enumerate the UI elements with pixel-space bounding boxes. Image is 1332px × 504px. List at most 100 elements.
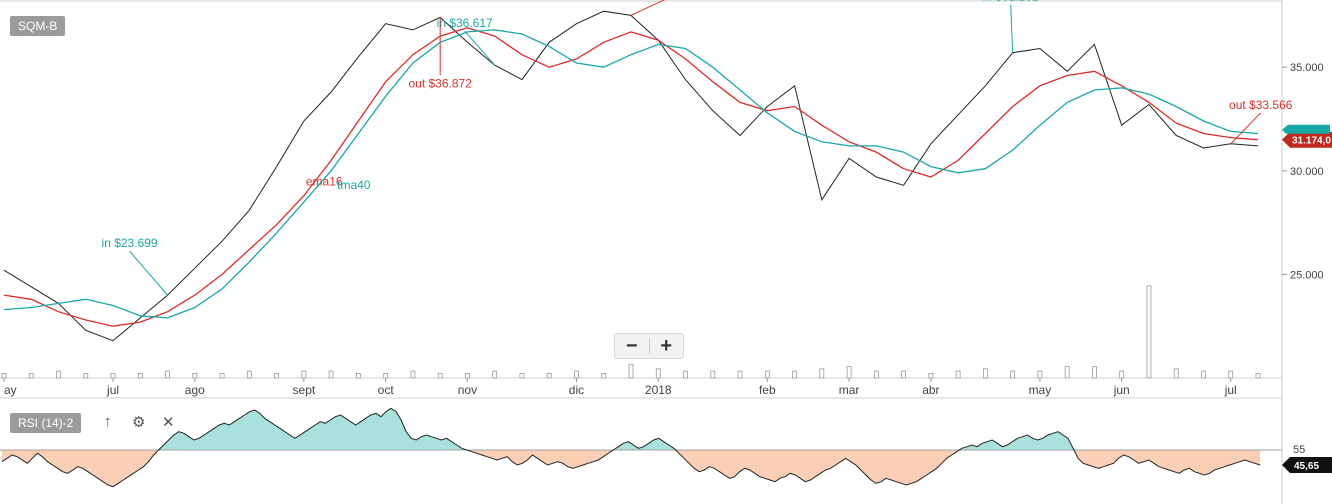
volume-bar xyxy=(410,370,416,379)
volume-bar xyxy=(1173,368,1179,379)
volume-bar xyxy=(764,370,770,379)
volume-bar xyxy=(301,370,307,379)
volume-bar xyxy=(792,370,797,379)
volume-bar xyxy=(873,370,879,379)
zoom-out-button[interactable]: − xyxy=(625,335,638,357)
volume-bar xyxy=(982,368,988,379)
price-tag xyxy=(1282,131,1332,148)
annotation-pointer xyxy=(630,0,666,16)
volume-bar xyxy=(574,370,579,379)
annotation-pointer xyxy=(129,250,168,296)
series-line-ema16 xyxy=(3,27,1259,327)
y-tick-label: 25.000 xyxy=(1290,269,1324,281)
rsi-line xyxy=(1,407,1261,488)
volume-bar xyxy=(1201,370,1206,379)
annotation-pointer xyxy=(464,30,496,66)
volume-bar xyxy=(655,368,661,379)
annotation-label: out $36.872 xyxy=(408,76,472,90)
volume-bar xyxy=(192,372,198,379)
x-tick-label: oct xyxy=(378,383,395,397)
volume-bar xyxy=(328,370,334,379)
grid-lines xyxy=(0,0,1283,504)
series-line-tma40 xyxy=(3,29,1259,319)
price-tags: 31.174,0 45,65 xyxy=(1282,124,1332,473)
close-icon[interactable]: ✕ xyxy=(162,414,175,431)
volume-bar xyxy=(1255,372,1261,379)
volume-bar xyxy=(1228,370,1234,379)
x-tick-label: jul xyxy=(1224,383,1237,397)
arrow-up-icon[interactable]: ↑ xyxy=(104,413,112,430)
volume-bar xyxy=(683,370,688,379)
x-tick-label: ago xyxy=(185,383,205,397)
volume-bar xyxy=(28,372,34,379)
rsi-level-label: 55 xyxy=(1293,444,1305,456)
volume-bar xyxy=(628,363,634,379)
volume-bar xyxy=(83,372,89,379)
volume-bar xyxy=(437,372,443,379)
volume-bar xyxy=(165,370,170,379)
volume-bar xyxy=(1092,366,1097,379)
y-axis-labels: 25.000 30.000 35.000 xyxy=(1282,62,1324,281)
rsi-tag xyxy=(1282,457,1332,473)
x-tick-label: ay xyxy=(4,383,17,397)
volume-bar xyxy=(219,372,225,379)
volume-bar xyxy=(819,368,825,379)
y-tick-label: 30.000 xyxy=(1290,166,1324,178)
volume-bar xyxy=(246,370,252,379)
x-tick-label: jul xyxy=(106,383,119,397)
volume-bar xyxy=(383,372,389,379)
volume-bar xyxy=(901,370,907,379)
rsi-badge[interactable]: RSI (14)-2 xyxy=(10,413,82,433)
tma40-label: tma40 xyxy=(337,178,371,192)
x-tick-label: mar xyxy=(839,383,860,397)
zoom-divider xyxy=(648,338,650,354)
volume-bar xyxy=(546,372,552,379)
x-tick-label: 2018 xyxy=(645,383,672,397)
x-tick-label: abr xyxy=(922,383,939,397)
annotation-label: out $33.566 xyxy=(1229,98,1293,112)
volume-bar xyxy=(465,372,470,379)
annotation-label: in $36.617 xyxy=(437,16,493,30)
y-tick-label: 35.000 xyxy=(1290,62,1324,74)
x-tick-label: jun xyxy=(1113,383,1130,397)
ticker-badge[interactable]: SQM-B xyxy=(10,16,66,36)
volume-bar xyxy=(274,372,280,379)
ema16-label: ema16 xyxy=(306,175,343,189)
volume-bar xyxy=(492,370,498,379)
zoom-in-button[interactable]: + xyxy=(660,335,673,357)
annotation-label: in $23.699 xyxy=(102,236,158,250)
volume-bar xyxy=(737,370,743,379)
x-tick-label: nov xyxy=(458,383,477,397)
volume-bar xyxy=(110,372,116,379)
volume-bar xyxy=(519,372,525,379)
volume-bar xyxy=(928,372,934,379)
annotation-pointer xyxy=(1230,112,1262,145)
rsi-tag-label: 45,65 xyxy=(1294,461,1319,472)
series-lines xyxy=(3,10,1259,342)
volume-bar xyxy=(601,372,607,379)
volume-bar xyxy=(710,370,716,379)
x-tick-label: may xyxy=(1029,383,1052,397)
tma-tag xyxy=(1282,124,1330,134)
gear-icon[interactable]: ⚙ xyxy=(132,414,146,431)
volume-bar xyxy=(1010,370,1016,379)
volume-bar xyxy=(56,370,61,379)
annotation-pointer xyxy=(1010,4,1014,53)
x-tick-label: feb xyxy=(759,383,776,397)
x-axis-labels: ay jul ago sept oct nov dic 2018 feb mar abr may jun… xyxy=(3,378,1237,397)
rsi-panel: 55 xyxy=(0,407,1305,488)
volume-bars xyxy=(1,285,1261,379)
volume-bar xyxy=(1119,370,1125,379)
volume-bar xyxy=(846,366,852,379)
volume-bar xyxy=(955,370,961,379)
volume-bar xyxy=(1064,366,1070,379)
volume-bar xyxy=(1037,370,1043,379)
x-tick-label: sept xyxy=(293,383,316,397)
volume-bar xyxy=(137,372,143,379)
volume-bar xyxy=(1146,285,1152,379)
x-tick-label: dic xyxy=(569,383,584,397)
zoom-control: − + xyxy=(614,333,684,359)
